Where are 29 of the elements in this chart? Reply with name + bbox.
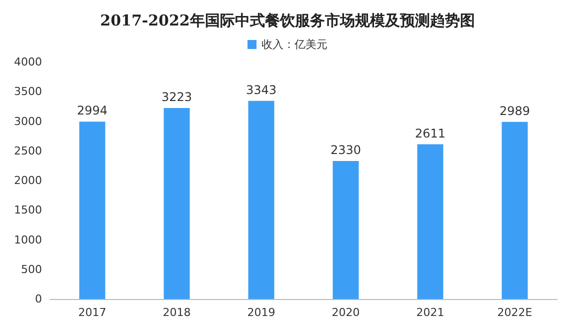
bar <box>502 122 528 299</box>
bar <box>332 160 359 299</box>
y-tick-label: 1500 <box>14 204 42 217</box>
x-tick-label: 2022E <box>497 306 532 319</box>
y-tick-label: 2500 <box>14 144 42 158</box>
data-label: 3343 <box>246 82 277 97</box>
data-label: 2989 <box>499 104 530 118</box>
chart-title: 2017-2022年国际中式餐饮服务市场规模及预测趋势图 <box>100 12 475 30</box>
x-tick-label: 2020 <box>332 306 360 319</box>
bar <box>164 108 190 299</box>
x-tick-label: 2019 <box>247 306 276 319</box>
data-label: 2994 <box>76 104 108 118</box>
data-label: 2330 <box>330 142 362 157</box>
y-tick-label: 4000 <box>14 56 42 68</box>
y-tick-label: 2000 <box>14 174 42 187</box>
y-tick-label: 3000 <box>14 114 42 128</box>
y-tick-label: 1000 <box>14 233 42 246</box>
legend-label: 收入：亿美元 <box>262 38 328 51</box>
x-tick-label: 2021 <box>416 306 444 319</box>
data-label: 2611 <box>414 126 446 140</box>
x-tick-label: 2018 <box>162 306 191 319</box>
y-tick-label: 0 <box>35 292 42 306</box>
y-tick-label: 500 <box>21 262 42 276</box>
y-tick-label: 3500 <box>14 85 42 98</box>
data-label: 3223 <box>161 90 192 104</box>
bar <box>248 100 274 299</box>
x-tick-label: 2017 <box>78 306 106 319</box>
bar <box>79 122 106 299</box>
bar <box>417 144 444 299</box>
